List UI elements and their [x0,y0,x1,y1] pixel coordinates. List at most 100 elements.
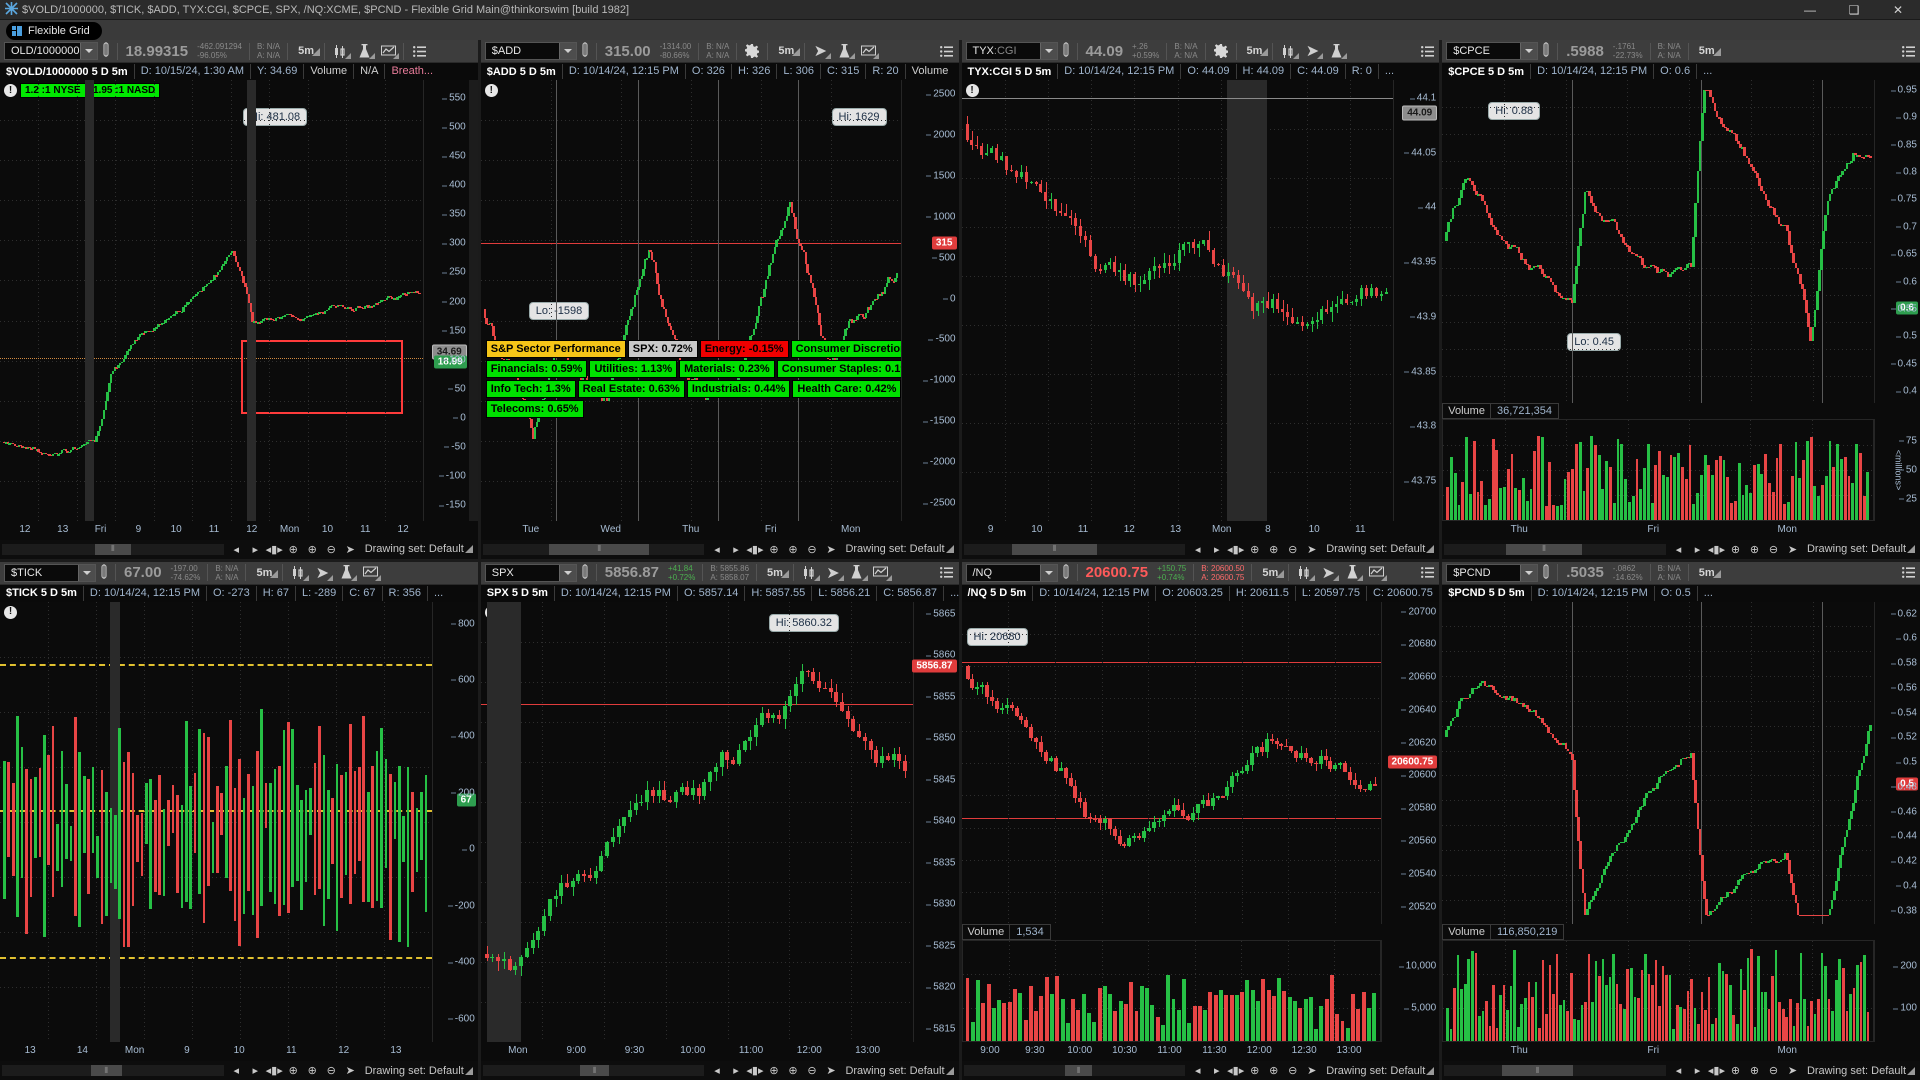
timeframe-selector[interactable]: 5m [291,45,321,57]
cursor-icon[interactable]: ➤ [1787,543,1798,556]
symbol-input[interactable]: $PCND [1446,563,1539,582]
chart-area[interactable]: Hi: 0.88 Lo: 0.45 0.6 0.95 0.9 0.85 0.8 0.75… [1442,80,1920,403]
gear-icon[interactable] [740,41,764,61]
chevron-down-icon[interactable] [1039,564,1057,581]
expand-icon[interactable]: ◂▮▸ [1707,1065,1726,1077]
menu-icon[interactable] [1415,563,1439,583]
y-axis-add[interactable]: 315 2500 2000 1500 1000 500 0 -500 -1000 -1500 -2… [900,80,959,521]
crosshair-icon[interactable]: ⊕ [288,543,298,556]
selection-rectangle[interactable] [241,340,403,414]
cursor-icon[interactable]: ➤ [345,1065,355,1077]
timeframe-selector[interactable]: 5m [1692,567,1722,579]
chart-style-icon[interactable] [358,563,382,583]
horizontal-scrollbar[interactable] [482,1065,705,1076]
crosshair-icon[interactable]: ⊕ [769,1065,779,1077]
scroll-left-icon[interactable]: ◂ [1194,543,1201,556]
warning-icon[interactable]: ! [484,84,498,97]
close-button[interactable]: ✕ [1892,2,1904,17]
menu-icon[interactable] [1896,41,1920,61]
scroll-left-icon[interactable]: ◂ [1675,1065,1682,1077]
plot-nq[interactable]: Hi: 20680 [961,601,1382,924]
y-axis-nq[interactable]: 20600.75 20700 20680 20660 20640 20620 20600 2… [1381,601,1440,924]
zoom-out-icon[interactable]: ⊖ [1768,543,1779,556]
link-icon[interactable] [96,563,112,582]
chevron-down-icon[interactable] [558,564,576,581]
chart-area[interactable]: ! Hi: 5860.32 5856.87 586558605855585058… [480,601,959,1042]
scroll-left-icon[interactable]: ◂ [714,1065,720,1077]
warning-icon[interactable]: ! [4,605,17,619]
symbol-input[interactable]: OLD/1000000 [4,42,98,60]
scroll-right-icon[interactable]: ▸ [733,1065,739,1077]
drawings-icon[interactable]: ➤ [1316,563,1340,583]
zoom-in-icon[interactable]: ⊕ [307,543,317,556]
symbol-input[interactable]: /NQ [965,563,1058,582]
menu-icon[interactable] [1415,41,1439,61]
expand-icon[interactable]: ◂▮▸ [746,543,764,556]
candle-style-icon[interactable] [1292,563,1316,583]
chart-area[interactable]: ! 67 800 600 400 200 0 -200 -400 -600 [0,601,478,1042]
cursor-icon[interactable]: ➤ [1307,543,1317,556]
cursor-icon[interactable]: ➤ [1307,1065,1317,1077]
expand-icon[interactable]: ◂▮▸ [746,1065,764,1077]
expand-icon[interactable]: ◂▮▸ [265,543,283,556]
timeframe-selector[interactable]: 5m [249,567,279,579]
studies-icon[interactable] [1324,41,1348,61]
plot-add[interactable]: ! Hi: 1629 Lo: -1598 S&P Sector Performa… [480,80,901,521]
symbol-input[interactable]: $TICK [4,563,96,582]
crosshair-icon[interactable]: ⊕ [1730,543,1741,556]
drawings-icon[interactable]: ➤ [310,563,334,583]
y-axis-cpce[interactable]: 0.6 0.95 0.9 0.85 0.8 0.75 0.7 0.65 0.6 0.55 0.5 0… [1874,80,1920,403]
chevron-down-icon[interactable] [79,43,97,59]
drawing-set-selector[interactable]: Drawing set: Default [841,543,954,555]
volume-plot[interactable] [1442,418,1874,521]
zoom-out-icon[interactable]: ⊖ [1288,543,1298,556]
drawings-icon[interactable]: ➤ [1300,41,1324,61]
y-axis-vold[interactable]: 34.69 18.99 550 500 450 400 350 300 250 200 150 1… [422,80,469,521]
crosshair-icon[interactable]: ⊕ [288,1065,298,1077]
zoom-out-icon[interactable]: ⊖ [807,543,817,556]
scroll-right-icon[interactable]: ▸ [1694,543,1701,556]
plot-spx[interactable]: ! Hi: 5860.32 [480,601,913,1042]
chevron-down-icon[interactable] [1520,43,1538,59]
chevron-down-icon[interactable] [558,43,576,59]
expand-icon[interactable]: ◂▮▸ [1707,543,1726,556]
candle-style-icon[interactable] [1276,41,1300,61]
y-axis-spx[interactable]: 5856.87 5865 5860 5855 5850 5845 5840 5835 5830… [912,601,959,1042]
cursor-icon[interactable]: ➤ [826,543,836,556]
expand-icon[interactable]: ◂▮▸ [1227,543,1245,556]
y-axis-tick[interactable]: 67 800 600 400 200 0 -200 -400 -600 [431,601,478,1042]
menu-icon[interactable] [935,41,959,61]
link-icon[interactable] [577,563,593,582]
symbol-input[interactable]: $CPCE [1446,42,1539,60]
timeframe-selector[interactable]: 5m [1240,45,1270,57]
zoom-out-icon[interactable]: ⊖ [1288,1065,1298,1077]
menu-icon[interactable] [935,563,959,583]
candle-style-icon[interactable] [328,41,352,61]
zoom-in-icon[interactable]: ⊕ [1269,543,1279,556]
gear-icon[interactable] [1209,41,1233,61]
link-icon[interactable] [1538,563,1554,582]
chevron-down-icon[interactable] [1520,564,1538,581]
horizontal-scrollbar[interactable] [2,1065,224,1076]
link-icon[interactable] [577,42,593,60]
y-axis-tyx[interactable]: 44.09 44.1 44.05 44 43.95 43.9 43.85 43.8 43.75 [1393,80,1440,521]
crosshair-icon[interactable]: ⊕ [1250,1065,1260,1077]
scroll-left-icon[interactable]: ◂ [233,543,239,556]
scroll-right-icon[interactable]: ▸ [1694,1065,1701,1077]
chart-style-icon[interactable] [869,563,893,583]
scroll-left-icon[interactable]: ◂ [1675,543,1682,556]
horizontal-scrollbar[interactable] [2,543,224,555]
link-icon[interactable] [1058,42,1074,60]
zoom-in-icon[interactable]: ⊕ [307,1065,317,1077]
studies-icon[interactable] [334,563,358,583]
zoom-in-icon[interactable]: ⊕ [1749,543,1760,556]
studies-icon[interactable] [1340,563,1364,583]
scroll-right-icon[interactable]: ▸ [252,1065,258,1077]
crosshair-icon[interactable]: ⊕ [1250,543,1260,556]
link-icon[interactable] [1538,42,1554,60]
drawing-set-selector[interactable]: Drawing set: Default [361,543,474,555]
cursor-icon[interactable]: ➤ [826,1065,836,1077]
plot-cpce[interactable]: Hi: 0.88 Lo: 0.45 [1442,80,1874,403]
warning-icon[interactable]: ! [965,84,979,97]
chart-area[interactable]: ! 1.2 :1 NYSE 1.95 :1 NASD Hi: 481.08 34… [0,80,478,521]
